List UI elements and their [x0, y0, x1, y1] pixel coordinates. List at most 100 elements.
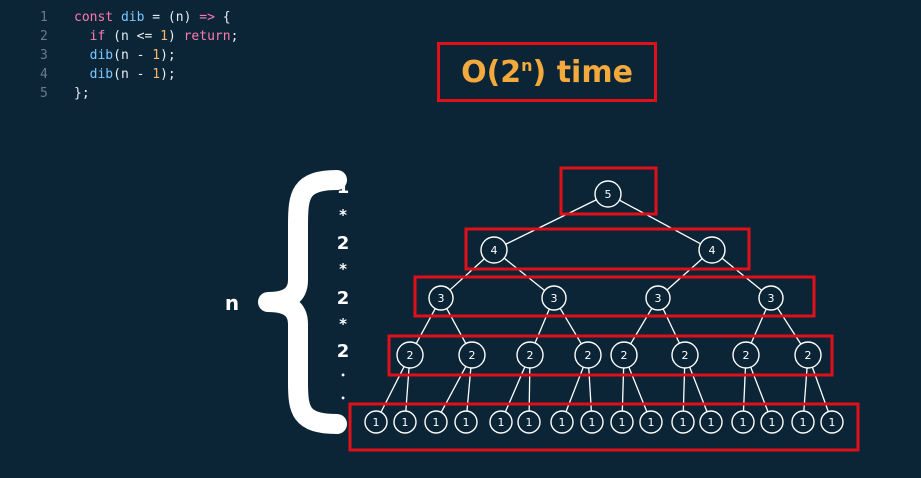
code-token: return [183, 29, 231, 44]
complexity-label: O(2n) time [461, 55, 633, 90]
tree-node [760, 410, 784, 434]
tree-edge [619, 199, 701, 245]
tree-node [454, 410, 478, 434]
tree-edge [666, 258, 703, 291]
code-token: ); [160, 48, 176, 63]
tree-node-label: 1 [373, 416, 380, 429]
tree-node [645, 285, 671, 311]
tree-node-label: 2 [621, 349, 628, 362]
curly-brace [258, 170, 347, 434]
tree-node [794, 341, 822, 369]
tree-node-label: 2 [469, 349, 476, 362]
tree-node [364, 410, 388, 434]
level-box [387, 334, 834, 377]
tree-node-label: 1 [402, 416, 409, 429]
tree-node-label: 5 [605, 188, 612, 201]
tree-node [428, 285, 454, 311]
code-token: dib [89, 67, 114, 82]
tree-node [731, 410, 755, 434]
code-token: ) [167, 29, 184, 44]
tree-node [594, 180, 622, 208]
tree-node [671, 410, 695, 434]
multiplier-value: 2 [337, 233, 350, 254]
tree-node [610, 341, 638, 369]
multiply-sign: * [339, 206, 347, 224]
code-token: => [199, 10, 215, 25]
level-box [413, 275, 816, 318]
tree-node-label: 2 [805, 349, 812, 362]
tree-edge [415, 308, 436, 344]
tree-node-label: 4 [491, 244, 498, 257]
tree-node-label: 2 [527, 349, 534, 362]
complexity-prefix: O(2 [461, 54, 522, 90]
code-line: 4 dib(n - 1); [40, 65, 238, 84]
ellipsis-dot: • [340, 417, 345, 426]
line-number: 1 [40, 10, 48, 25]
code-token: (n - [113, 48, 153, 63]
tree-node [396, 341, 424, 369]
tree-node-label: 1 [740, 416, 747, 429]
code-token: ; [230, 29, 239, 44]
code-token: (n - [113, 67, 153, 82]
tree-node [758, 285, 784, 311]
code-line: 5}; [40, 84, 238, 103]
line-number: 5 [40, 86, 48, 101]
multiplier-value: 2 [337, 288, 350, 309]
tree-edge [559, 307, 582, 345]
tree-node [574, 341, 602, 369]
code-line: 3 dib(n - 1); [40, 46, 238, 65]
tree-node [541, 285, 567, 311]
level-box [348, 402, 860, 452]
tree-node-label: 1 [800, 416, 807, 429]
tree-node [698, 236, 726, 264]
tree-node-label: 2 [407, 349, 414, 362]
code-token: 1 [152, 48, 161, 63]
code-token: ); [160, 67, 176, 82]
code-token: 1 [160, 29, 168, 44]
level-box [559, 166, 658, 216]
tree-node-label: 1 [589, 416, 596, 429]
tree-node-label: 3 [551, 292, 558, 305]
tree-node-label: 1 [526, 416, 533, 429]
complexity-suffix: ) time [532, 54, 633, 90]
code-line: 2 if (n <= 1) return; [40, 27, 238, 46]
tree-edge [750, 308, 767, 344]
tree-edge [776, 307, 802, 345]
code-token: (n <= [105, 29, 161, 44]
tree-node [517, 410, 541, 434]
line-number: 4 [40, 67, 48, 82]
code-token: { [214, 10, 231, 25]
tree-node [550, 410, 574, 434]
tree-edge [534, 308, 550, 344]
multiply-sign: * [339, 260, 347, 278]
tree-node [820, 410, 844, 434]
tree-edge [446, 308, 467, 344]
multiply-sign: * [339, 315, 347, 333]
tree-node [639, 410, 663, 434]
code-line: 1 const dib = (n) => { [40, 8, 238, 27]
tree-node-label: 4 [709, 244, 716, 257]
tree-node [610, 410, 634, 434]
tree-node-label: 1 [559, 416, 566, 429]
tree-node-label: 1 [680, 416, 687, 429]
tree-node-label: 3 [438, 292, 445, 305]
tree-node [424, 410, 448, 434]
code-token: 1 [152, 67, 161, 82]
tree-node-label: 3 [655, 292, 662, 305]
tree-node-label: 1 [769, 416, 776, 429]
code-token: dib [89, 48, 114, 63]
tree-node [580, 410, 604, 434]
code-token: if [89, 29, 106, 44]
tree-node [671, 341, 699, 369]
ellipsis-dot: • [340, 394, 345, 403]
ellipsis-dot: • [340, 371, 345, 380]
tree-edge [721, 257, 763, 291]
multiplier-value: 1 [337, 177, 350, 198]
tree-node-label: 3 [768, 292, 775, 305]
tree-node-label: 1 [829, 416, 836, 429]
complexity-box: O(2n) time [437, 42, 657, 102]
tree-node [393, 410, 417, 434]
tree-node-label: 1 [619, 416, 626, 429]
tree-edge [503, 257, 546, 292]
code-snippet: 1 const dib = (n) => {2 if (n <= 1) retur… [40, 8, 238, 103]
